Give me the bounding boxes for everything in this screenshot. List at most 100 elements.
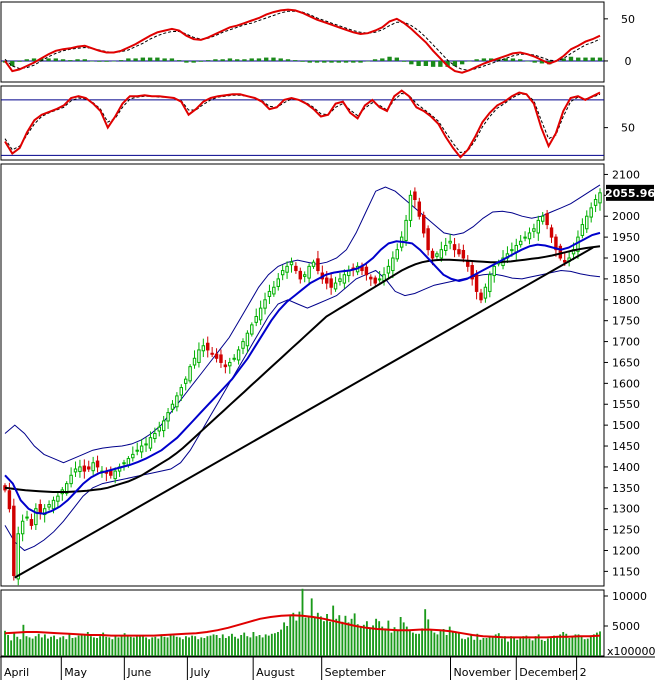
volume-bar <box>212 634 215 656</box>
price-candle <box>492 265 496 277</box>
macd-histogram-bar <box>147 57 153 61</box>
volume-bar <box>178 637 181 656</box>
price-candle <box>448 240 452 244</box>
volume-bar <box>37 633 40 656</box>
macd-histogram-bar <box>213 59 218 61</box>
macd-histogram-bar <box>307 60 312 63</box>
volume-bar <box>31 638 34 656</box>
macd-histogram-bar <box>39 58 44 61</box>
price-candle <box>214 353 219 359</box>
volume-bar <box>191 635 194 656</box>
volume-bar <box>507 641 509 656</box>
volume-bar <box>445 635 448 656</box>
price-candle <box>373 277 377 284</box>
price-candle <box>56 495 60 502</box>
volume-bar <box>482 638 485 656</box>
volume-bar <box>13 633 16 656</box>
volume-bar <box>513 637 516 656</box>
price-candle <box>417 201 422 217</box>
price-candle <box>523 236 527 239</box>
volume-bar <box>540 639 543 656</box>
volume-bar <box>464 639 466 656</box>
volume-bar <box>237 638 240 656</box>
volume-bar <box>62 636 65 656</box>
volume-bar <box>34 636 37 656</box>
price-candle <box>122 462 126 465</box>
price-candle <box>197 349 201 363</box>
volume-bar <box>335 618 338 656</box>
volume-bar <box>510 636 512 656</box>
volume-bar <box>96 638 98 656</box>
macd-histogram-bar <box>401 60 407 62</box>
macd-histogram-bar <box>518 59 523 61</box>
volume-bar <box>430 629 433 656</box>
volume-bar <box>120 635 123 656</box>
price-candle <box>219 354 223 363</box>
volume-bar <box>596 632 598 656</box>
macd-histogram-bar <box>75 59 80 61</box>
volume-bar <box>108 637 111 656</box>
price-candle <box>435 253 439 257</box>
volume-bar <box>105 636 108 656</box>
volume-bar <box>396 630 399 656</box>
volume-bar <box>476 633 479 656</box>
price-candle <box>316 258 320 272</box>
price-candle <box>593 199 598 206</box>
price-tick-label: 1700 <box>612 336 640 349</box>
price-ma-mid <box>4 231 601 515</box>
volume-bar <box>546 638 549 656</box>
macd-histogram-bar <box>235 59 240 61</box>
rsi-tick-label: 50 <box>621 122 635 135</box>
macd-histogram-bar <box>583 57 588 61</box>
volume-bar <box>264 634 267 656</box>
macd-histogram-bar <box>82 59 87 61</box>
macd-histogram-bar <box>430 60 436 67</box>
volume-bar <box>71 638 74 656</box>
price-candle <box>280 270 285 276</box>
price-candle <box>461 249 466 259</box>
macd-histogram-bar <box>322 60 327 63</box>
volume-ma-line <box>4 614 601 639</box>
volume-bar <box>166 637 169 656</box>
price-candle <box>386 265 391 274</box>
price-candle <box>232 357 236 360</box>
price-candle <box>254 316 258 323</box>
price-candle <box>377 278 382 281</box>
volume-bar <box>169 634 172 656</box>
volume-bar <box>209 635 212 656</box>
volume-bar <box>243 632 246 656</box>
price-candle <box>532 228 536 232</box>
price-candle <box>267 290 272 297</box>
volume-bar <box>399 617 402 656</box>
volume-bar <box>234 636 236 656</box>
price-candle <box>536 219 541 234</box>
price-candle <box>444 244 448 251</box>
volume-bar <box>384 628 387 656</box>
macd-histogram-bar <box>597 57 603 61</box>
price-candle <box>183 378 188 384</box>
volume-bar <box>359 626 362 656</box>
macd-histogram-bar <box>220 59 225 61</box>
price-candle <box>250 324 254 335</box>
volume-bar <box>270 633 273 656</box>
volume-bar <box>111 639 114 656</box>
volume-bar <box>19 639 22 656</box>
volume-bar <box>393 627 396 656</box>
volume-bar <box>473 639 476 656</box>
volume-bar <box>580 636 583 656</box>
macd-histogram-bar <box>394 57 400 61</box>
rsi-panel-frame <box>0 85 605 161</box>
macd-histogram-bar <box>68 60 73 61</box>
volume-bar <box>283 622 286 656</box>
volume-bar <box>522 636 525 656</box>
price-tick-label: 1150 <box>612 565 640 578</box>
volume-bar <box>362 624 365 656</box>
volume-bar <box>267 635 270 656</box>
price-tick-label: 1950 <box>612 231 640 244</box>
price-candle <box>236 349 241 361</box>
volume-bar <box>25 636 28 656</box>
macd-histogram-bar <box>140 57 146 61</box>
volume-bar <box>442 629 445 656</box>
price-candle <box>64 483 69 494</box>
